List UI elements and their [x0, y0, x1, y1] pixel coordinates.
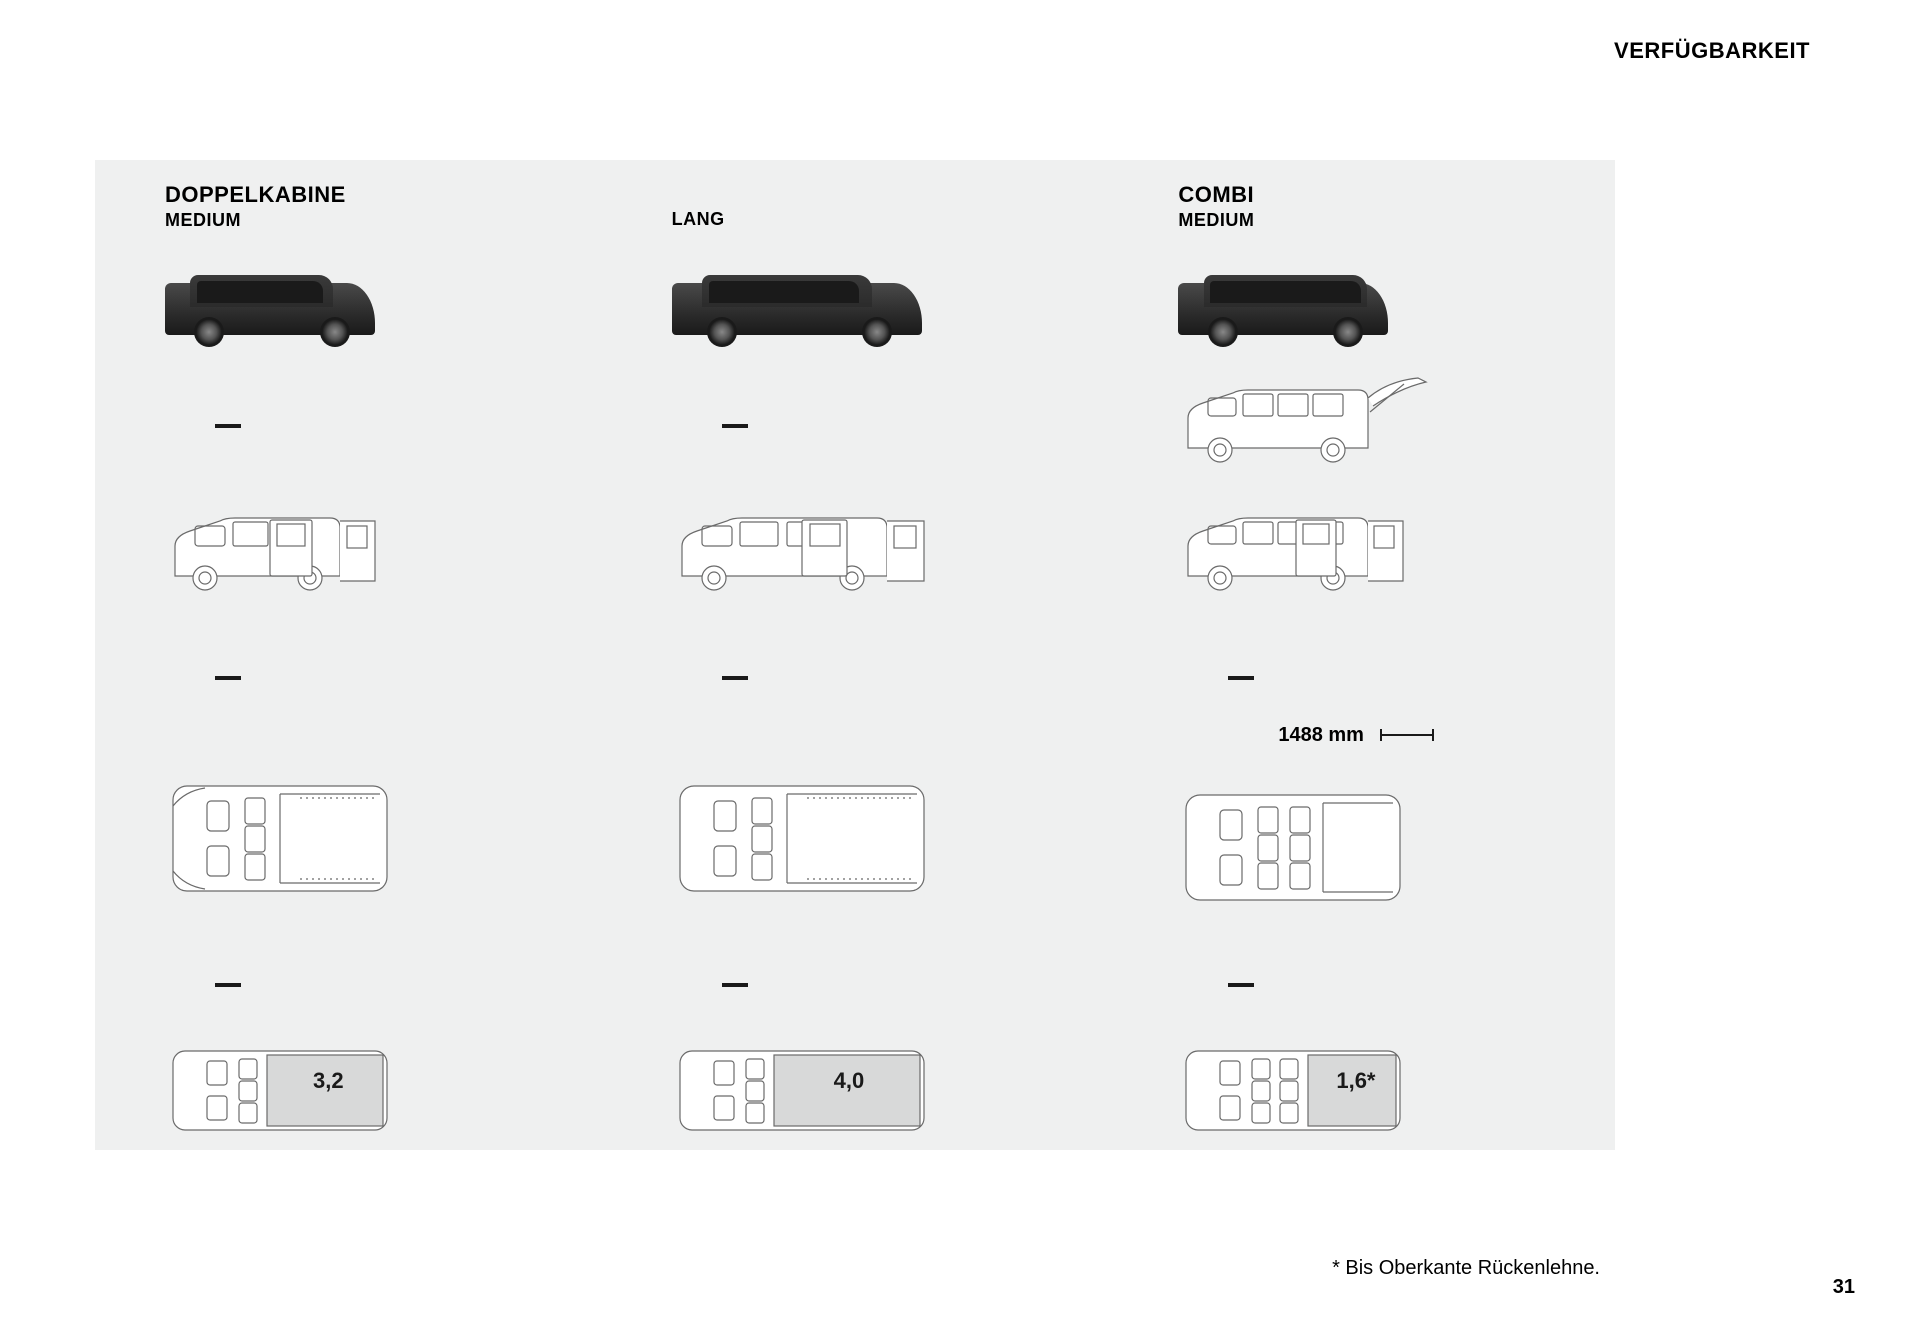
row-top-view: 1488 mm [1178, 736, 1585, 941]
van-top-view-icon [672, 776, 932, 901]
van-photo-icon [672, 267, 922, 347]
row-tailgate [672, 362, 1079, 492]
dimension-line-icon [1380, 734, 1434, 736]
column-combi-medium: COMBI MEDIUM [1108, 160, 1615, 1150]
cargo-value: 1,6* [1336, 1068, 1375, 1094]
row-cargo-volume: 3,2 [165, 1030, 572, 1150]
van-side-doors-icon [1178, 506, 1428, 606]
column-title: DOPPELKABINE [165, 182, 572, 208]
footnote: * Bis Oberkante Rückenlehne. [1332, 1257, 1600, 1280]
not-available-icon [215, 983, 241, 987]
dimension-label: 1488 mm [1278, 724, 1364, 747]
cargo-value: 3,2 [313, 1068, 344, 1094]
van-side-doors-icon [165, 506, 405, 606]
row-spec2 [672, 940, 1079, 1030]
not-available-icon [722, 676, 748, 680]
row-spec1 [165, 621, 572, 736]
row-cargo-volume: 4,0 [672, 1030, 1079, 1150]
row-side-doors [1178, 491, 1585, 621]
van-photo-icon [165, 267, 375, 347]
page-header: VERFÜGBARKEIT [1614, 38, 1810, 64]
row-spec1 [1178, 621, 1585, 736]
van-cargo-icon [165, 1043, 395, 1138]
not-available-icon [215, 424, 241, 428]
page-number: 31 [1833, 1276, 1855, 1299]
row-top-view [165, 736, 572, 941]
van-top-view-icon [165, 776, 395, 901]
vehicle-photo-row [672, 252, 1079, 362]
vehicle-photo-row [1178, 252, 1585, 362]
row-top-view [672, 736, 1079, 941]
van-top-view-icon [1178, 785, 1408, 910]
van-side-doors-icon [672, 506, 952, 606]
row-tailgate [165, 362, 572, 492]
van-tailgate-open-icon [1178, 376, 1438, 476]
van-cargo-icon [672, 1043, 932, 1138]
not-available-icon [722, 983, 748, 987]
column-header: DOPPELKABINE MEDIUM [165, 182, 572, 252]
vehicle-photo-row [165, 252, 572, 362]
row-tailgate [1178, 362, 1585, 492]
not-available-icon [215, 676, 241, 680]
row-cargo-volume: 1,6* [1178, 1030, 1585, 1150]
not-available-icon [722, 424, 748, 428]
column-subtitle: MEDIUM [1178, 210, 1585, 231]
column-title: COMBI [1178, 182, 1585, 208]
not-available-icon [1228, 983, 1254, 987]
comparison-table: DOPPELKABINE MEDIUM [95, 160, 1615, 1150]
column-doppelkabine-medium: DOPPELKABINE MEDIUM [95, 160, 602, 1150]
column-header: COMBI MEDIUM [1178, 182, 1585, 252]
row-side-doors [165, 491, 572, 621]
not-available-icon [1228, 676, 1254, 680]
row-spec2 [165, 940, 572, 1030]
row-side-doors [672, 491, 1079, 621]
column-doppelkabine-lang: LANG [602, 160, 1109, 1150]
column-header: LANG [672, 182, 1079, 252]
van-photo-icon [1178, 267, 1388, 347]
cargo-value: 4,0 [834, 1068, 865, 1094]
row-spec1 [672, 621, 1079, 736]
row-spec2 [1178, 940, 1585, 1030]
column-subtitle: LANG [672, 209, 1079, 230]
column-subtitle: MEDIUM [165, 210, 572, 231]
